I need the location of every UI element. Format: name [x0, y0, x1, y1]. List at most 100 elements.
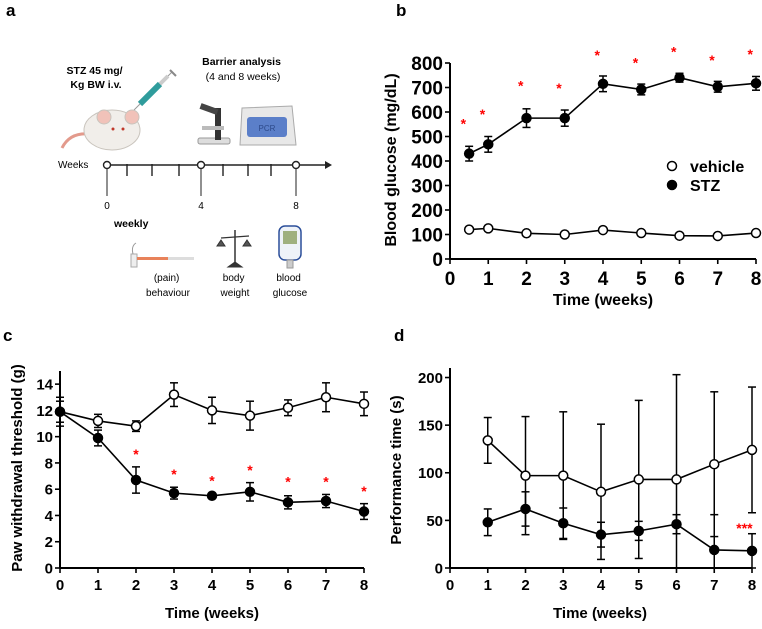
mouse-icon — [60, 109, 141, 151]
y-tick-label: 800 — [411, 54, 443, 75]
measure-body-weight: body weight — [220, 273, 250, 299]
x-tick-label: 8 — [748, 577, 756, 594]
y-axis-title: Blood glucose (mg/dL) — [383, 73, 400, 246]
data-point — [521, 112, 532, 124]
data-point — [244, 486, 256, 498]
y-tick-label: 14 — [36, 377, 53, 394]
x-tick-label: 7 — [710, 577, 718, 594]
data-point — [636, 84, 647, 95]
data-point — [671, 518, 682, 530]
legend-marker-stz — [666, 179, 678, 191]
panel-label-a: a — [6, 1, 16, 20]
significance-marker: * — [595, 47, 601, 63]
y-tick-label: 0 — [435, 560, 443, 577]
data-point — [595, 486, 607, 498]
y-tick-label: 8 — [45, 455, 53, 472]
injection-label: STZ 45 mg/ Kg BW i.v. — [67, 65, 126, 91]
significance-marker: * — [171, 466, 177, 482]
x-tick-label: 6 — [284, 577, 292, 594]
legend-label-stz: STZ — [690, 178, 720, 195]
y-tick-label: 4 — [45, 508, 54, 525]
data-point — [130, 420, 142, 432]
microscope-icon — [197, 103, 231, 145]
x-tick-label: 7 — [322, 577, 330, 594]
significance-marker: * — [133, 446, 139, 462]
significance-marker: * — [518, 78, 524, 94]
x-tick-label: 6 — [674, 269, 685, 290]
data-point — [358, 398, 370, 410]
syringe-icon — [133, 69, 177, 111]
data-point — [671, 474, 682, 485]
data-point — [463, 224, 475, 235]
x-axis-title: Time (weeks) — [553, 292, 653, 309]
data-point — [674, 72, 685, 83]
y-tick-label: 700 — [411, 78, 443, 99]
series-line — [487, 439, 753, 493]
x-tick-label: 1 — [483, 269, 494, 290]
data-point — [712, 81, 723, 93]
significance-marker: * — [633, 54, 639, 70]
timeline-tick-8: 8 — [293, 201, 299, 212]
x-tick-label: 0 — [445, 269, 456, 290]
x-tick-label: 5 — [636, 269, 647, 290]
x-tick-label: 4 — [597, 577, 606, 594]
series-line — [468, 76, 757, 155]
data-point — [168, 389, 180, 400]
significance-marker: * — [209, 472, 215, 488]
measure-pain-behaviour: (pain) behaviour — [146, 273, 191, 299]
series-stz — [54, 400, 370, 521]
y-tick-label: 100 — [418, 465, 443, 482]
y-tick-label: 50 — [426, 513, 443, 530]
barrier-analysis-label: Barrier analysis (4 and 8 weeks) — [202, 56, 284, 83]
x-tick-label: 8 — [360, 577, 368, 594]
x-tick-label: 3 — [170, 577, 178, 594]
significance-marker: * — [285, 474, 291, 490]
data-point — [636, 227, 647, 239]
data-point — [483, 139, 494, 150]
y-tick-label: 400 — [411, 152, 443, 173]
x-tick-label: 2 — [132, 577, 140, 594]
data-point — [558, 517, 569, 529]
significance-marker: * — [671, 43, 677, 59]
data-point — [520, 470, 531, 481]
significance-marker: * — [247, 462, 253, 478]
data-point — [521, 228, 532, 239]
blood-glucose-chart: 0 1 2 3 4 5 6 7 8 0 100 200 300 400 500 600 700 800 Time (… — [383, 43, 761, 309]
data-point — [674, 230, 685, 241]
x-tick-label: 0 — [56, 577, 64, 594]
data-point — [92, 432, 104, 444]
significance-marker: * — [361, 483, 367, 499]
x-tick-label: 5 — [246, 577, 254, 594]
timeline-tick-0: 0 — [104, 201, 110, 212]
x-tick-label: 5 — [635, 577, 643, 594]
legend-label-vehicle: vehicle — [690, 159, 744, 176]
data-point — [482, 435, 493, 446]
significance-marker: * — [323, 474, 329, 490]
data-point — [558, 470, 569, 481]
y-tick-label: 10 — [36, 429, 53, 446]
data-point — [559, 229, 570, 240]
von-frey-filament-icon — [130, 242, 194, 268]
data-point — [463, 148, 475, 159]
data-point — [712, 230, 723, 242]
data-point — [130, 474, 142, 486]
y-tick-label: 200 — [411, 201, 443, 222]
data-point — [282, 402, 294, 414]
data-point — [520, 503, 531, 515]
weekly-label: weekly — [113, 218, 149, 230]
x-tick-label: 0 — [446, 577, 454, 594]
data-point — [709, 458, 720, 470]
timeline-label: Weeks — [58, 160, 88, 171]
data-point — [206, 405, 218, 416]
data-point — [483, 223, 494, 234]
significance-marker: *** — [736, 520, 753, 536]
study-schematic: STZ 45 mg/ Kg BW i.v. Barrier analysis (… — [58, 56, 332, 299]
performance-time-chart: 0 1 2 3 4 5 6 7 8 0 50 100 150 200 Time (weeks) Perform… — [388, 368, 758, 622]
panel-label-b: b — [396, 1, 406, 20]
data-point — [750, 78, 762, 89]
y-tick-label: 100 — [411, 225, 443, 246]
x-tick-label: 2 — [521, 577, 529, 594]
x-tick-label: 8 — [751, 269, 762, 290]
